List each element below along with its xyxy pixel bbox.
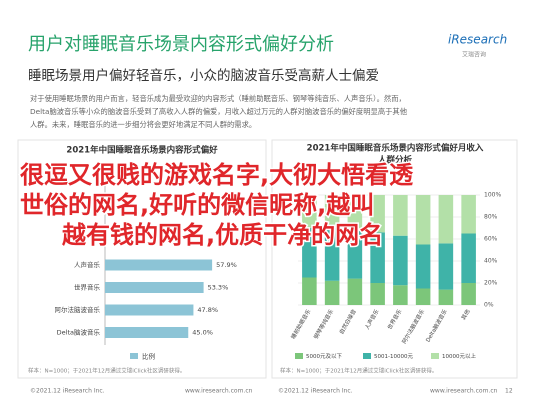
- note: 样本：N=1000；于2021年12月通过艾瑞iClick社区调研获得。: [28, 367, 185, 375]
- bar-segment: [302, 228, 317, 278]
- subtitle: 睡眠场景用户偏好轻音乐，小众的脑波音乐受高薪人士偏爱: [28, 67, 379, 84]
- paragraph-line: 对于使用睡眠场景的用户而言，轻音乐成为最受欢迎的内容形式（睡前助眠音乐、钢琴等纯…: [30, 94, 406, 103]
- legend-label: 比例: [142, 352, 155, 361]
- bar-segment: [347, 195, 363, 231]
- bar-segment: [415, 244, 431, 289]
- value-label: 47.8%: [197, 306, 218, 314]
- bar-segment: [302, 195, 317, 228]
- logo: iResearch: [448, 33, 507, 47]
- bar-segment: [370, 283, 385, 305]
- bar: [105, 327, 189, 338]
- legend-swatch: [431, 353, 439, 359]
- paragraph-line: 人群。未来，睡眠音乐的进一步细分将会更好地满足不同人群的需求。: [30, 120, 256, 129]
- y-tick-label: 0%: [484, 302, 494, 309]
- value-label: 53.3%: [208, 284, 229, 292]
- note: 样本：N=1000；于2021年12月通过艾瑞iClick社区调研获得。: [280, 367, 437, 375]
- y-tick-label: 80%: [484, 214, 498, 221]
- legend-label: 5000元及以下: [306, 353, 342, 360]
- bar-segment: [438, 243, 454, 290]
- bar-segment: [393, 235, 408, 286]
- bar-segment: [302, 277, 317, 305]
- bar-segment: [370, 195, 385, 233]
- bar-segment: [347, 230, 363, 279]
- category-label: Delta脑波音乐: [57, 328, 101, 337]
- legend-label: 5001-10000元: [374, 353, 413, 360]
- overlay-text: 越有钱的网名,优质干净的网名: [62, 221, 383, 249]
- value-label: 45.0%: [192, 329, 213, 337]
- y-tick-label: 40%: [484, 258, 498, 265]
- bar-segment: [461, 195, 476, 234]
- right-chart-title: 人群分析: [378, 155, 413, 166]
- bar-segment: [324, 195, 340, 228]
- category-label: 世界音乐: [74, 283, 101, 292]
- legend-swatch: [363, 353, 371, 359]
- bar-segment: [347, 278, 363, 305]
- legend-swatch: [130, 353, 138, 359]
- bar-segment: [415, 288, 431, 305]
- bar-segment: [324, 280, 340, 305]
- overlay-text: 世俗的网名,好听的微信昵称,越叫: [20, 191, 374, 219]
- bar-segment: [461, 233, 476, 283]
- value-label: 57.9%: [216, 261, 237, 269]
- bar: [105, 259, 213, 271]
- page-title: 用户对睡眠音乐场景内容形式偏好分析: [28, 34, 334, 55]
- left-panel: [17, 139, 267, 379]
- bar-segment: [438, 195, 454, 244]
- y-tick-label: 100%: [484, 192, 501, 199]
- bar-segment: [461, 283, 476, 305]
- page-number: 12: [505, 388, 513, 395]
- y-tick-label: 20%: [484, 280, 498, 287]
- footer-text: www.iresearch.com.cn: [430, 388, 498, 395]
- bar-segment: [370, 232, 385, 283]
- footer-text: ©2021.12 iResearch Inc.: [30, 388, 105, 395]
- bar: [105, 304, 194, 316]
- left-chart-title: 2021年中国睡眠音乐场景内容形式偏好: [66, 145, 218, 156]
- bar-segment: [438, 289, 454, 305]
- overlay-text: 很逗又很贱的游戏名字,大彻大悟看透: [20, 161, 414, 189]
- bar-segment: [415, 195, 431, 245]
- category-label: 阿尔法脑波音乐: [55, 305, 101, 314]
- y-tick-label: 60%: [484, 236, 498, 243]
- right-chart-title: 2021年中国睡眠音乐场景内容形式偏好月收入: [307, 143, 484, 154]
- bar-segment: [324, 228, 340, 281]
- right-panel: [271, 139, 518, 379]
- overlay: 很逗又很贱的游戏名字,大彻大悟看透世俗的网名,好听的微信昵称,越叫越有钱的网名,…: [19, 160, 416, 251]
- legend-label: 10000元以上: [442, 352, 476, 360]
- footer-text: www.iresearch.com.cn: [185, 388, 253, 395]
- bar-segment: [393, 285, 408, 305]
- logo-sub: 艾瑞咨询: [462, 51, 486, 59]
- footer-text: ©2021.12 iResearch Inc.: [278, 388, 353, 395]
- legend-swatch: [295, 353, 303, 359]
- bar: [105, 282, 204, 293]
- category-label: 人声音乐: [74, 260, 101, 269]
- bar-segment: [393, 195, 408, 236]
- paragraph-line: Delta脑波音乐等小众的脑波音乐受到了高收入人群的偏爱，月收入超过万元的人群对…: [30, 107, 408, 116]
